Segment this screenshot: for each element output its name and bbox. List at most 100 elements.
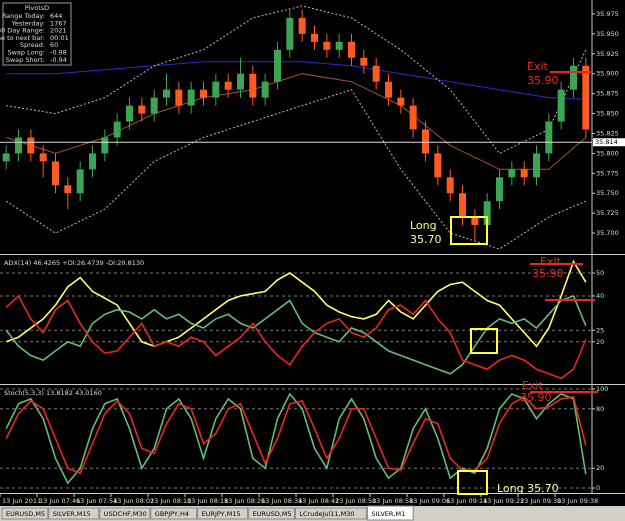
candle-body — [249, 73, 257, 98]
entry-box — [457, 470, 488, 495]
tab[interactable] — [294, 507, 367, 520]
candle-body — [520, 169, 528, 178]
tab[interactable] — [99, 507, 151, 520]
candle-body — [76, 169, 84, 194]
info-value: 60 — [50, 41, 58, 49]
info-title: PivotsD — [25, 4, 49, 12]
info-label: Swap Long: — [7, 49, 45, 57]
candle-body — [570, 65, 577, 90]
info-value: 00:01 — [50, 34, 69, 42]
y-tick-label: 35.750 — [596, 189, 619, 197]
candle-body — [138, 105, 146, 114]
x-tick-label: 13 Jun 2011 — [2, 497, 41, 505]
y-tick-label: 40 — [596, 292, 604, 300]
info-label: Range Today: — [2, 12, 45, 20]
candle-body — [335, 41, 343, 50]
candle-body — [446, 177, 454, 194]
candle-body — [557, 89, 565, 122]
candle-body — [422, 129, 429, 154]
candle-body — [409, 105, 417, 130]
tab-label[interactable]: EURUSD,M5 — [253, 510, 292, 518]
candle-body — [27, 137, 35, 154]
x-tick-label: 13 Jun 08:34 — [261, 497, 302, 505]
x-tick-label: 13 Jun 09:30 — [520, 497, 561, 505]
info-label: Yesterday: — [11, 19, 45, 27]
info-box — [2, 2, 72, 66]
line — [5, 392, 587, 485]
info-value: -0.94 — [50, 56, 67, 64]
candle-body — [471, 217, 479, 226]
tab-label[interactable]: EURJPY,M15 — [202, 510, 241, 518]
y-tick-label: 20 — [596, 338, 604, 346]
tab[interactable] — [1, 507, 49, 520]
candle-body — [311, 33, 318, 42]
candle-body — [261, 81, 269, 98]
line — [6, 5, 587, 155]
y-tick-label: 35.975 — [596, 10, 619, 18]
candle-body — [434, 153, 442, 178]
candle-body — [582, 65, 590, 130]
candle-body — [372, 65, 380, 82]
candle-body — [323, 41, 331, 50]
tab-label[interactable]: GBPJPY,H4 — [155, 510, 189, 518]
line — [6, 61, 586, 100]
tab-label[interactable]: SILVER,M15 — [53, 510, 91, 518]
entry-box — [470, 328, 498, 354]
tab[interactable] — [197, 507, 249, 520]
tab-label[interactable]: LCrudeJul11,M30 — [299, 510, 354, 518]
annotation: Exit — [527, 60, 549, 73]
line — [5, 89, 586, 250]
x-tick-label: 13 Jun 09:14 — [446, 497, 487, 505]
candle-body — [533, 153, 540, 178]
candle-body — [508, 169, 516, 178]
tab[interactable] — [366, 505, 414, 521]
x-tick-label: 13 Jun 08:42 — [298, 497, 339, 505]
candle-body — [39, 153, 47, 162]
tab-label[interactable]: EURUSD,M5 — [6, 510, 45, 518]
info-label: 30 Day Range: — [0, 27, 45, 35]
candle-body — [64, 185, 72, 194]
candle-body — [101, 137, 109, 154]
y-tick-label: 35.700 — [596, 229, 619, 237]
x-tick-label: 13 Jun 08:50 — [335, 497, 376, 505]
annotation: 35.70 — [410, 233, 442, 246]
tab[interactable] — [150, 507, 198, 520]
info-label: Swap Short: — [6, 56, 45, 64]
candle-body — [187, 89, 195, 106]
y-tick-label: 25 — [596, 326, 604, 334]
y-tick-label: 100 — [596, 385, 608, 393]
candle-body — [496, 177, 503, 202]
candle-body — [175, 89, 183, 106]
x-tick-label: 13 Jun 09:06 — [409, 497, 450, 505]
x-tick-label: 13 Jun 07:54 — [76, 497, 117, 505]
y-tick-label: 35.825 — [596, 129, 619, 137]
line — [5, 294, 587, 380]
annotation: 35.90 — [527, 74, 559, 87]
annotation: Exit — [540, 255, 562, 268]
info-value: 1767 — [50, 19, 67, 27]
y-tick-label: 35.875 — [596, 90, 619, 98]
annotation: 35.90 — [532, 267, 564, 280]
x-tick-label: 13 Jun 09:22 — [483, 497, 524, 505]
line — [5, 294, 587, 375]
tab[interactable] — [248, 507, 295, 520]
y-tick-label: 35.900 — [596, 70, 619, 78]
x-tick-label: 13 Jun 08:10 — [150, 497, 191, 505]
candle-body — [52, 161, 59, 186]
entry-box — [450, 216, 488, 245]
tab-label[interactable]: USDCHF,M30 — [104, 510, 147, 518]
x-tick-label: 13 Jun 08:58 — [372, 497, 413, 505]
candle-body — [348, 41, 355, 58]
candle-body — [163, 89, 170, 98]
line — [5, 395, 587, 475]
y-tick-label: 0 — [596, 484, 600, 492]
tab-label[interactable]: SILVER,M1 — [371, 510, 405, 518]
y-tick-label: 50 — [596, 269, 604, 277]
candle-body — [483, 201, 491, 226]
tab[interactable] — [48, 507, 100, 520]
x-tick-label: 13 Jun 08:26 — [224, 497, 265, 505]
y-tick-label: 35.850 — [596, 110, 619, 118]
candle-body — [237, 73, 244, 90]
panel-title: ADX(14) 46.4265 +DI:26.4739 -DI:20.8130 — [4, 259, 144, 267]
x-tick-label: 13 Jun 07:46 — [39, 497, 80, 505]
